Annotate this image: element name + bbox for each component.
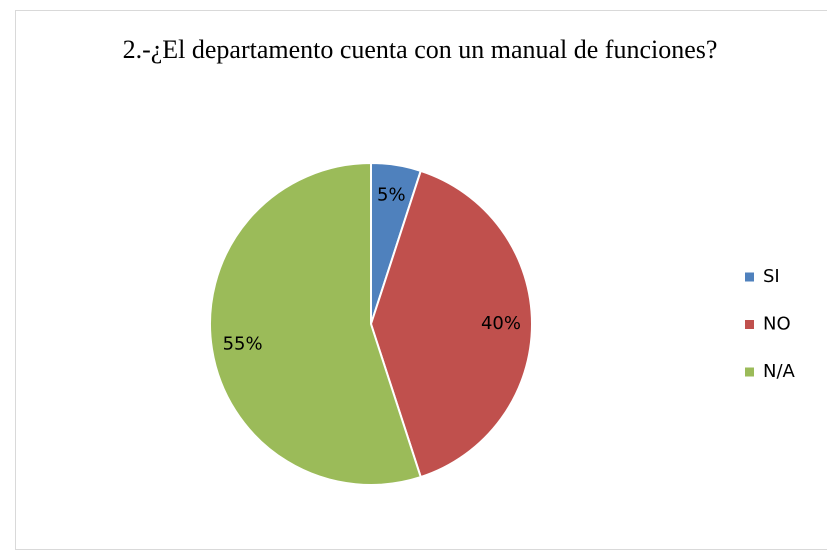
page: 2.-¿El departamento cuenta con un manual… (15, 10, 827, 550)
data-label: 40% (481, 313, 521, 334)
legend-swatch (745, 272, 754, 282)
data-label: 5% (377, 185, 406, 206)
legend-label: N/A (763, 361, 796, 382)
pie-slice (369, 169, 533, 479)
legend-label: SI (763, 266, 780, 287)
legend-label: NO (763, 314, 791, 335)
chart: 5% 40% 55% SI NO N/A (209, 161, 796, 486)
data-label: 55% (223, 333, 263, 354)
chart-title: 2.-¿El departamento cuenta con un manual… (122, 35, 718, 64)
pie-slice (209, 161, 423, 486)
legend-swatch (745, 320, 754, 329)
legend-swatch (745, 367, 754, 377)
